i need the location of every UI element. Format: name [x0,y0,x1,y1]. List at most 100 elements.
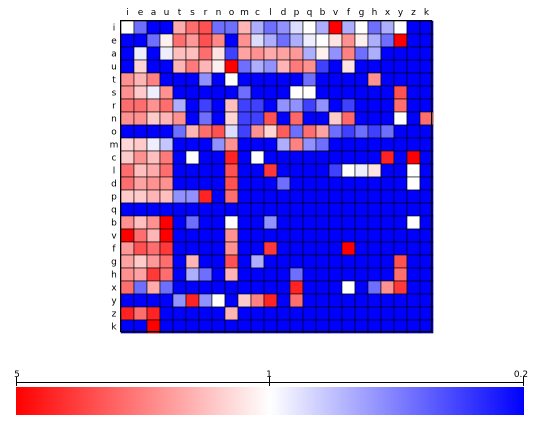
heatmap-cell [120,215,135,230]
heatmap-cell [393,293,408,308]
heatmap-cell [380,306,395,321]
column-label: c [255,8,260,18]
heatmap-cell [198,241,213,256]
heatmap-cell [393,98,408,113]
column-label: m [240,8,249,18]
heatmap-cell [146,228,161,243]
heatmap-cell [367,98,382,113]
heatmap-cell [380,111,395,126]
heatmap-cell [237,59,252,74]
heatmap-cell [250,202,265,217]
heatmap-cell [224,124,239,139]
row-label: x [111,284,117,294]
heatmap-cell [263,124,278,139]
heatmap-cell [302,85,317,100]
heatmap-cell [341,306,356,321]
heatmap-cell [185,176,200,191]
heatmap-cell [341,228,356,243]
column-label: y [398,8,404,18]
heatmap-cell [406,59,421,74]
heatmap-cell [172,189,187,204]
heatmap-cell [406,228,421,243]
heatmap-cell [224,46,239,61]
heatmap-cell [198,150,213,165]
heatmap-cell [250,267,265,282]
heatmap-cell [367,111,382,126]
heatmap-cell [172,124,187,139]
heatmap-cell [302,46,317,61]
heatmap-cell [302,72,317,87]
column-label: e [138,8,144,18]
row-label: q [111,206,117,216]
row-label: h [111,271,117,281]
heatmap-cell [289,241,304,256]
row-label: e [111,37,117,47]
heatmap-cell [120,254,135,269]
heatmap-cell [237,306,252,321]
row-label: d [111,180,117,190]
column-label: s [190,8,195,18]
heatmap-cell [211,111,226,126]
heatmap-cell [276,46,291,61]
heatmap-cell [224,254,239,269]
heatmap-cell [406,137,421,152]
column-label: h [372,8,378,18]
heatmap-cell [380,85,395,100]
heatmap-cell [302,189,317,204]
heatmap-cell [250,46,265,61]
heatmap-cell [224,228,239,243]
heatmap-border [120,20,432,332]
heatmap-cell [146,215,161,230]
heatmap-cell [367,150,382,165]
heatmap-cell [185,124,200,139]
row-label: l [113,167,116,177]
heatmap-cell [185,72,200,87]
heatmap-cell [120,176,135,191]
heatmap-cell [185,33,200,48]
heatmap-cell [289,98,304,113]
heatmap-cell [133,20,148,35]
heatmap-cell [315,111,330,126]
heatmap-cell [419,319,434,334]
column-label: l [269,8,272,18]
row-label: b [111,219,117,229]
heatmap-cell [315,241,330,256]
heatmap-cell [159,137,174,152]
heatmap-cell [380,254,395,269]
heatmap-cell [341,20,356,35]
heatmap-cell [211,20,226,35]
heatmap-cell [159,33,174,48]
heatmap-cell [289,202,304,217]
heatmap-cell [393,306,408,321]
heatmap-cell [380,124,395,139]
heatmap-cell [341,215,356,230]
heatmap-cell [341,124,356,139]
heatmap-cell [406,163,421,178]
heatmap-cell [250,124,265,139]
heatmap-cell [367,189,382,204]
column-label: v [333,8,339,18]
heatmap-cell [367,33,382,48]
heatmap-cell [198,254,213,269]
heatmap-cell [289,72,304,87]
heatmap-cell [263,306,278,321]
heatmap-cell [406,202,421,217]
heatmap-cell [172,59,187,74]
row-label: p [111,193,117,203]
heatmap-cell [354,202,369,217]
heatmap-cell [302,98,317,113]
column-label: f [347,8,351,18]
heatmap-cell [263,215,278,230]
heatmap-cell [341,241,356,256]
heatmap-cell [237,228,252,243]
heatmap-cell [159,111,174,126]
heatmap-cell [237,189,252,204]
heatmap-cell [159,228,174,243]
colorbar-gradient [16,387,524,415]
heatmap-cell [250,85,265,100]
heatmap-cell [250,176,265,191]
heatmap-cell [146,85,161,100]
heatmap-cell [328,306,343,321]
heatmap-cell [354,176,369,191]
